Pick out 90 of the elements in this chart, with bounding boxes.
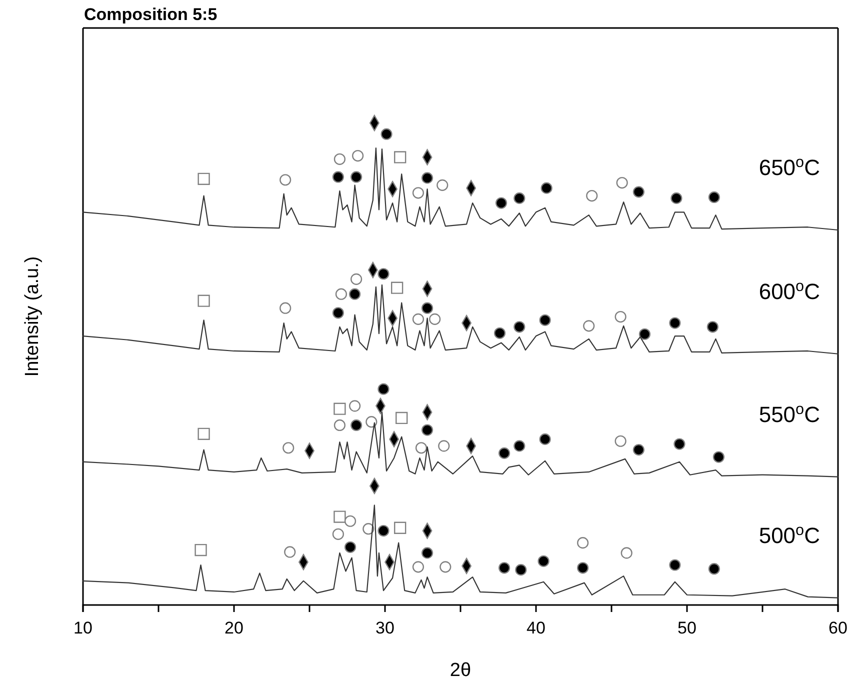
point [620,547,632,559]
point [344,541,356,553]
point [349,288,361,300]
point [412,313,424,325]
point [334,419,346,432]
point [284,546,296,558]
point [538,555,550,567]
point [577,537,589,549]
point [616,176,628,189]
point [366,416,378,428]
point [280,174,292,186]
point [380,128,392,140]
point [540,182,552,194]
point [514,321,526,333]
point [632,186,644,198]
point [638,328,651,340]
point [438,440,450,452]
point [708,191,720,204]
x-tick-label: 40 [526,618,546,638]
point [344,515,356,527]
point [498,447,510,459]
point [614,435,626,447]
text: 650$^{o}$C [758,154,820,180]
point [335,288,348,300]
point [362,523,374,535]
point [334,402,346,415]
point [706,321,718,333]
point [198,428,210,440]
point [712,451,725,463]
point [391,282,404,294]
point [412,561,424,573]
text: 600$^{o}$C [758,277,820,304]
point [440,561,452,573]
point [334,153,346,165]
point [280,302,292,314]
point [412,187,424,199]
point [394,522,406,534]
point [669,317,681,329]
point [539,314,551,326]
point [515,564,527,576]
point [586,190,598,202]
chart-title: Composition 5:5 [84,5,218,24]
point [332,307,344,319]
point [334,510,346,523]
point [350,419,362,432]
y-axis-title: Intensity (a.u.) [22,256,43,377]
point [583,320,595,332]
x-tick-label: 50 [678,618,696,638]
point [421,302,434,314]
point [415,442,428,454]
point [421,547,434,559]
point [539,433,551,445]
point [436,179,448,191]
point [514,192,526,204]
point [350,171,362,183]
point [670,192,682,204]
point [577,562,589,574]
point [332,171,344,183]
point [708,563,720,575]
point [350,273,362,285]
x-tick-label: 20 [224,618,244,638]
point [394,151,406,164]
point [429,313,441,325]
point [498,562,510,574]
x-tick-label: 10 [74,618,92,638]
point [198,294,210,307]
point [378,268,390,280]
point [494,327,506,339]
point [378,524,390,537]
point [332,528,344,540]
point [669,559,681,571]
point [614,310,626,323]
point [352,150,364,162]
x-tick-label: 60 [828,618,848,638]
text: 550$^{o}$C [758,400,820,427]
point [282,442,294,454]
x-tick-label: 30 [376,618,394,638]
point [396,412,408,424]
point [349,400,361,412]
point [194,544,207,556]
point [421,172,434,184]
point [421,424,434,436]
point [378,383,390,395]
x-axis-title: 2θ [450,660,472,681]
point [514,440,526,452]
text: 500$^{o}$C [758,521,820,548]
point [674,438,686,450]
point [495,197,508,209]
point [632,444,644,456]
point [198,172,210,185]
